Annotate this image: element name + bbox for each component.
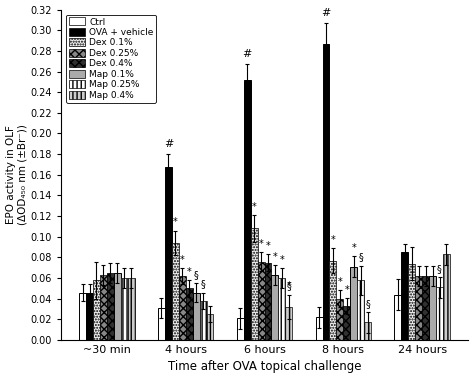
Bar xyxy=(128,278,135,340)
Text: §: § xyxy=(286,282,291,291)
Text: *: * xyxy=(330,235,335,245)
Bar xyxy=(357,280,364,340)
Text: *: * xyxy=(265,241,270,251)
Bar xyxy=(272,275,278,340)
Text: *: * xyxy=(351,243,356,253)
Bar xyxy=(285,307,292,340)
Bar xyxy=(114,273,121,340)
Text: #: # xyxy=(243,49,252,59)
Bar xyxy=(237,318,244,340)
Text: §: § xyxy=(201,279,205,290)
Bar xyxy=(257,262,264,340)
Text: §: § xyxy=(365,299,370,309)
Bar xyxy=(207,314,213,340)
Text: §: § xyxy=(437,264,442,274)
Text: *: * xyxy=(173,218,178,227)
Bar xyxy=(408,264,415,340)
Bar xyxy=(107,273,114,340)
Bar xyxy=(322,44,329,340)
Bar xyxy=(86,293,93,340)
Y-axis label: EPO activity in OLF
(ΔOD₄₅₀ nm (±Br⁻)): EPO activity in OLF (ΔOD₄₅₀ nm (±Br⁻)) xyxy=(6,124,27,225)
Text: *: * xyxy=(252,202,256,212)
Bar xyxy=(443,254,450,340)
Bar xyxy=(343,306,350,340)
Bar xyxy=(172,243,179,340)
Bar xyxy=(79,293,86,340)
Bar xyxy=(200,301,207,340)
Bar xyxy=(158,308,165,340)
Bar xyxy=(251,229,257,340)
Legend: Ctrl, OVA + vehicle, Dex 0.1%, Dex 0.25%, Dex 0.4%, Map 0.1%, Map 0.25%, Map 0.4: Ctrl, OVA + vehicle, Dex 0.1%, Dex 0.25%… xyxy=(66,15,156,103)
Text: #: # xyxy=(321,8,331,18)
Bar xyxy=(316,317,322,340)
Bar xyxy=(264,263,272,340)
Bar xyxy=(165,166,172,340)
Text: *: * xyxy=(187,267,191,277)
Text: *: * xyxy=(280,255,284,265)
Text: §: § xyxy=(194,270,199,280)
Bar xyxy=(244,80,251,340)
Bar xyxy=(436,287,443,340)
Bar xyxy=(429,276,436,340)
Bar xyxy=(337,299,343,340)
Text: §: § xyxy=(358,252,363,263)
Bar xyxy=(401,252,408,340)
Bar xyxy=(364,323,371,340)
Bar xyxy=(93,280,100,340)
X-axis label: Time after OVA topical challenge: Time after OVA topical challenge xyxy=(168,360,361,373)
Bar xyxy=(329,260,337,340)
Text: #: # xyxy=(164,139,173,149)
Bar xyxy=(394,294,401,340)
Text: *: * xyxy=(180,255,184,265)
Text: *: * xyxy=(259,239,264,249)
Bar xyxy=(186,288,192,340)
Text: *: * xyxy=(286,282,291,291)
Text: *: * xyxy=(337,277,342,287)
Bar xyxy=(192,293,200,340)
Text: *: * xyxy=(345,285,349,294)
Bar xyxy=(100,275,107,340)
Bar xyxy=(179,276,186,340)
Bar xyxy=(350,267,357,340)
Bar xyxy=(278,278,285,340)
Bar xyxy=(121,278,128,340)
Bar xyxy=(415,276,422,340)
Text: *: * xyxy=(273,252,277,262)
Bar xyxy=(422,276,429,340)
